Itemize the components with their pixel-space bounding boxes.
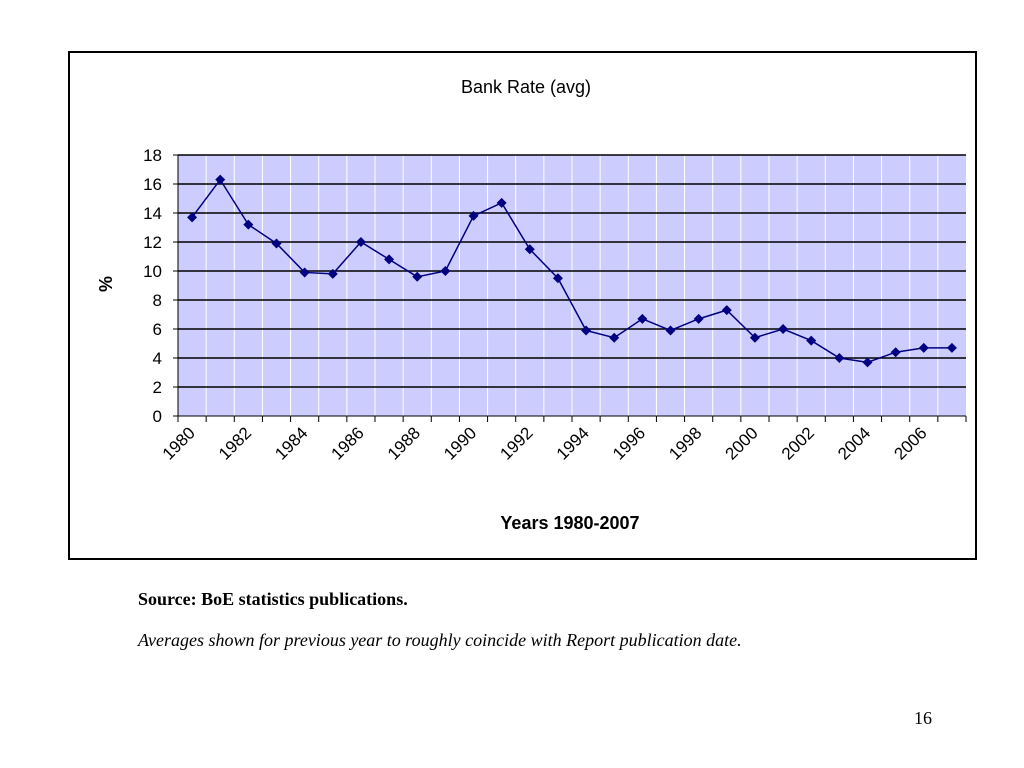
x-tick-label: 1992 bbox=[496, 423, 536, 463]
series-line bbox=[191, 178, 952, 364]
data-point-marker bbox=[806, 335, 817, 346]
data-markers bbox=[187, 174, 957, 368]
x-tick-label: 1998 bbox=[665, 423, 705, 463]
data-point-marker bbox=[721, 305, 732, 316]
y-tick-label: 18 bbox=[143, 146, 162, 165]
x-tick-label: 2004 bbox=[834, 423, 874, 463]
data-point-marker bbox=[243, 219, 254, 230]
y-tick-label: 12 bbox=[143, 233, 162, 252]
x-tick-label: 1986 bbox=[328, 423, 368, 463]
horizontal-gridlines bbox=[178, 154, 966, 388]
data-point-marker bbox=[384, 254, 395, 265]
data-point-marker bbox=[468, 210, 479, 221]
data-point-marker bbox=[215, 174, 226, 185]
y-tick-label: 6 bbox=[153, 320, 162, 339]
vertical-gridlines bbox=[205, 155, 939, 416]
data-point-marker bbox=[693, 313, 704, 324]
data-point-marker bbox=[890, 347, 901, 358]
data-point-marker bbox=[187, 212, 198, 223]
y-tick-label: 8 bbox=[153, 291, 162, 310]
data-point-marker bbox=[299, 267, 310, 278]
data-point-marker bbox=[609, 332, 620, 343]
data-point-marker bbox=[946, 342, 957, 353]
data-point-marker bbox=[524, 244, 535, 255]
data-point-marker bbox=[496, 197, 507, 208]
x-tick-label: 2006 bbox=[890, 423, 930, 463]
data-point-marker bbox=[440, 266, 451, 276]
y-axis-ticks: 0 2 4 6 8 10 12 14 16 18 bbox=[143, 146, 178, 426]
x-tick-label: 1982 bbox=[215, 423, 255, 463]
y-tick-label: 2 bbox=[153, 378, 162, 397]
x-tick-label: 1984 bbox=[271, 423, 311, 463]
x-tick-label: 2002 bbox=[778, 423, 818, 463]
data-point-marker bbox=[271, 238, 282, 249]
data-point-marker bbox=[637, 313, 648, 324]
y-tick-label: 0 bbox=[153, 407, 162, 426]
x-tick-label: 1990 bbox=[440, 423, 480, 463]
y-tick-label: 14 bbox=[143, 204, 162, 223]
x-tick-label: 2000 bbox=[722, 423, 762, 463]
chart-title: Bank Rate (avg) bbox=[461, 77, 591, 97]
data-point-marker bbox=[918, 342, 929, 353]
data-point-marker bbox=[834, 353, 845, 363]
data-point-marker bbox=[749, 332, 760, 343]
data-point-marker bbox=[862, 357, 873, 368]
x-axis-title: Years 1980-2007 bbox=[500, 513, 639, 533]
x-axis-ticks: 1980 1982 1984 1986 1988 1990 1992 1994 1996 1998… bbox=[159, 416, 967, 464]
x-tick-label: 1996 bbox=[609, 423, 649, 463]
y-axis-title: % bbox=[96, 276, 116, 292]
data-point-marker bbox=[327, 268, 338, 279]
data-point-marker bbox=[665, 325, 676, 336]
data-point-marker bbox=[355, 237, 366, 247]
data-point-marker bbox=[778, 324, 789, 334]
x-tick-label: 1980 bbox=[159, 423, 199, 463]
x-tick-label: 1994 bbox=[553, 423, 593, 463]
y-tick-label: 16 bbox=[143, 175, 162, 194]
y-tick-label: 10 bbox=[143, 262, 162, 281]
page-number: 16 bbox=[914, 708, 932, 728]
data-point-marker bbox=[412, 271, 423, 282]
data-point-marker bbox=[581, 325, 592, 336]
y-tick-label: 4 bbox=[153, 349, 162, 368]
data-point-marker bbox=[552, 273, 563, 284]
averages-note: Averages shown for previous year to roug… bbox=[138, 630, 742, 650]
bank-rate-chart: Bank Rate (avg) 0 2 4 6 8 10 12 14 16 18 1980 1982… bbox=[96, 77, 967, 533]
source-note: Source: BoE statistics publications. bbox=[138, 589, 408, 609]
x-tick-label: 1988 bbox=[384, 423, 424, 463]
chart-frame: Bank Rate (avg) 0 2 4 6 8 10 12 14 16 18 1980 1982… bbox=[68, 51, 977, 560]
